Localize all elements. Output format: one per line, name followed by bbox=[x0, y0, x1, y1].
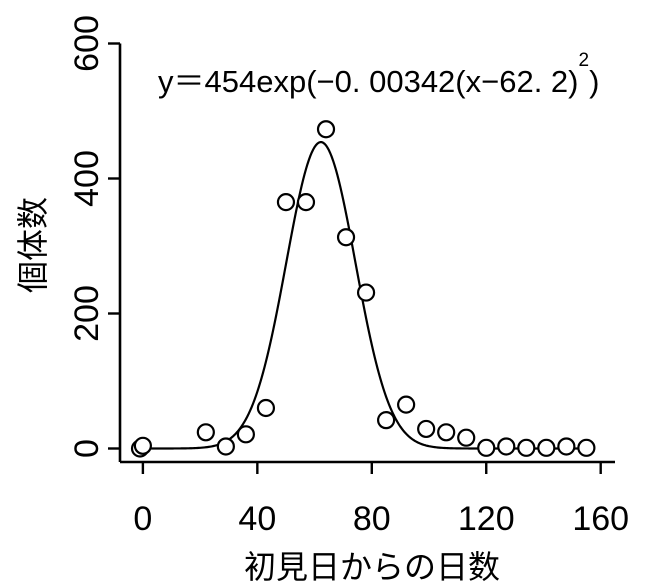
x-tick-label-40: 40 bbox=[238, 500, 276, 538]
data-point-18 bbox=[517, 438, 536, 457]
x-tick-label-0: 0 bbox=[133, 500, 152, 538]
x-tick-label-160: 160 bbox=[572, 500, 629, 538]
data-point-6 bbox=[276, 193, 296, 212]
data-point-21 bbox=[577, 438, 596, 457]
fit-equation-text: y＝454exp(−0. 00342(x−62. 2) bbox=[158, 64, 579, 99]
data-point-20 bbox=[557, 437, 576, 456]
data-point-19 bbox=[537, 438, 556, 457]
y-tick-label-200: 200 bbox=[68, 285, 106, 342]
data-points bbox=[130, 120, 596, 458]
axes bbox=[118, 43, 615, 464]
data-point-13 bbox=[417, 419, 436, 439]
y-tick-label-600: 600 bbox=[68, 15, 106, 72]
y-tick-label-400: 400 bbox=[68, 150, 106, 207]
data-point-8 bbox=[316, 120, 336, 139]
data-point-10 bbox=[356, 283, 376, 302]
fit-equation-close: ) bbox=[589, 64, 599, 99]
data-point-5 bbox=[256, 398, 276, 418]
data-point-15 bbox=[457, 428, 476, 447]
x-tick-label-120: 120 bbox=[458, 500, 515, 538]
fit-equation: y＝454exp(−0. 00342(x−62. 2)2) bbox=[158, 50, 599, 99]
data-point-9 bbox=[336, 228, 356, 247]
fit-equation-exponent: 2 bbox=[579, 50, 590, 71]
y-tick-label-0: 0 bbox=[68, 439, 106, 458]
y-axis-title: 個体数 bbox=[14, 197, 52, 293]
data-point-4 bbox=[236, 425, 255, 444]
data-point-16 bbox=[477, 438, 496, 457]
x-tick-label-80: 80 bbox=[353, 500, 391, 538]
data-point-2 bbox=[196, 423, 215, 442]
data-point-17 bbox=[497, 437, 516, 456]
data-point-1 bbox=[133, 436, 152, 455]
data-point-3 bbox=[216, 437, 235, 456]
data-point-7 bbox=[296, 193, 316, 212]
data-point-12 bbox=[397, 395, 416, 414]
tick-group: 0 200 400 600 0 40 80 120 160 bbox=[68, 15, 629, 538]
data-point-11 bbox=[376, 411, 396, 430]
x-axis-title: 初見日からの日数 bbox=[244, 548, 500, 586]
data-point-14 bbox=[437, 423, 456, 442]
